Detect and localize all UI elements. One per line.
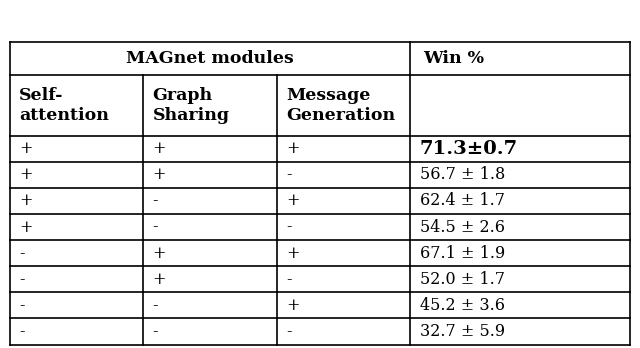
Text: +: + [286, 297, 300, 314]
Text: +: + [153, 166, 166, 183]
Text: -: - [19, 271, 25, 288]
Text: -: - [153, 297, 158, 314]
Text: -: - [19, 245, 25, 262]
Text: Self-
attention: Self- attention [19, 87, 109, 124]
Text: -: - [286, 271, 292, 288]
Text: -: - [286, 219, 292, 236]
Text: 52.0 ± 1.7: 52.0 ± 1.7 [420, 271, 504, 288]
Text: 71.3±0.7: 71.3±0.7 [420, 140, 518, 158]
Text: -: - [153, 323, 158, 340]
Text: 56.7 ± 1.8: 56.7 ± 1.8 [420, 166, 505, 183]
Text: 45.2 ± 3.6: 45.2 ± 3.6 [420, 297, 504, 314]
Text: +: + [19, 219, 33, 236]
Text: +: + [153, 245, 166, 262]
Text: MAGnet modules: MAGnet modules [126, 50, 294, 67]
Text: +: + [19, 166, 33, 183]
Text: -: - [19, 323, 25, 340]
Text: +: + [286, 192, 300, 209]
Text: 67.1 ± 1.9: 67.1 ± 1.9 [420, 245, 505, 262]
Text: Graph
Sharing: Graph Sharing [153, 87, 230, 124]
Text: +: + [286, 140, 300, 157]
Text: +: + [286, 245, 300, 262]
Text: +: + [19, 192, 33, 209]
Text: -: - [286, 323, 292, 340]
Text: -: - [153, 192, 158, 209]
Text: 54.5 ± 2.6: 54.5 ± 2.6 [420, 219, 504, 236]
Text: 62.4 ± 1.7: 62.4 ± 1.7 [420, 192, 504, 209]
Text: Message
Generation: Message Generation [286, 87, 396, 124]
Text: +: + [19, 140, 33, 157]
Text: Win %: Win % [423, 50, 484, 67]
Text: 32.7 ± 5.9: 32.7 ± 5.9 [420, 323, 505, 340]
Text: +: + [153, 271, 166, 288]
Text: +: + [153, 140, 166, 157]
Text: -: - [19, 297, 25, 314]
Text: -: - [153, 219, 158, 236]
Text: -: - [286, 166, 292, 183]
